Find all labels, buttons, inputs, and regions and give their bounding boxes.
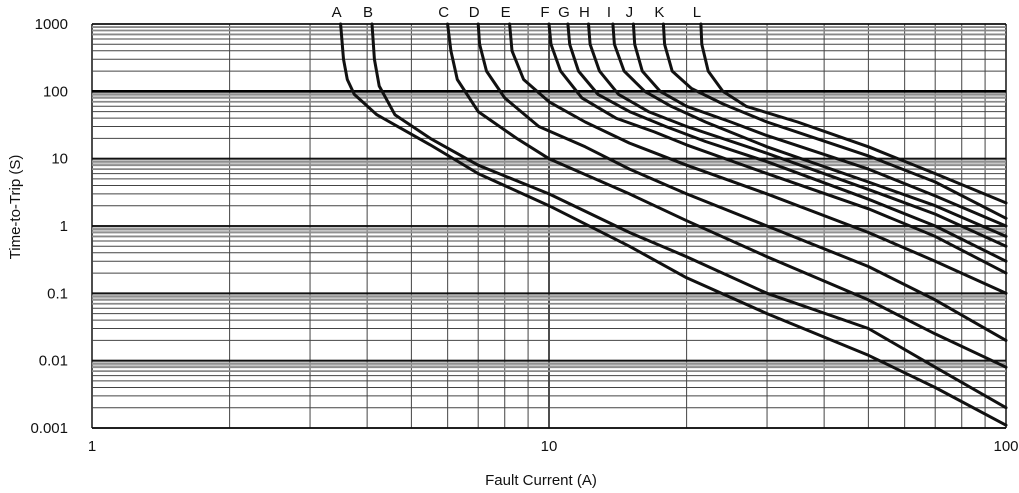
x-tick-label: 10 bbox=[541, 438, 558, 455]
y-tick-labels: 0.001 0.01 0.1 1 10 100 1000 bbox=[30, 16, 68, 437]
decade-band bbox=[92, 159, 1006, 166]
y-tick-label: 1000 bbox=[35, 16, 68, 33]
y-tick-label: 10 bbox=[51, 151, 68, 168]
trip-curve-j bbox=[631, 22, 1008, 228]
x-tick-labels: 1 10 100 bbox=[88, 438, 1019, 455]
curve-label-e: E bbox=[501, 4, 511, 21]
curve-label-l: L bbox=[693, 4, 701, 21]
trip-curve-k bbox=[661, 22, 1008, 220]
trip-curve-e bbox=[508, 22, 1008, 295]
y-tick-label: 1 bbox=[60, 218, 68, 235]
y-tick-label: 0.001 bbox=[30, 420, 68, 437]
curve-label-i: I bbox=[607, 4, 611, 21]
trip-curve-c bbox=[446, 22, 1008, 369]
curve-label-g: G bbox=[558, 4, 570, 21]
decade-band bbox=[92, 227, 1006, 233]
trip-curve-b bbox=[370, 22, 1008, 410]
chart-grid bbox=[91, 23, 1007, 429]
trip-curve-h bbox=[587, 22, 1008, 248]
trip-curve-i bbox=[611, 22, 1008, 238]
trip-curves bbox=[339, 22, 1008, 427]
y-tick-label: 100 bbox=[43, 83, 68, 100]
trip-curve-d bbox=[476, 22, 1008, 342]
curve-label-b: B bbox=[363, 4, 373, 21]
decade-band bbox=[92, 294, 1006, 301]
curve-label-a: A bbox=[332, 4, 342, 21]
decade-band bbox=[92, 361, 1006, 368]
x-axis-title: Fault Current (A) bbox=[485, 472, 597, 489]
x-tick-label: 100 bbox=[993, 438, 1018, 455]
trip-curve-f bbox=[547, 22, 1008, 275]
trip-curve-a bbox=[339, 22, 1008, 427]
curve-label-f: F bbox=[540, 4, 549, 21]
trip-curve-g bbox=[566, 22, 1008, 263]
curve-label-k: K bbox=[654, 4, 664, 21]
y-tick-label: 0.1 bbox=[47, 285, 68, 302]
curve-label-c: C bbox=[438, 4, 449, 21]
curve-label-h: H bbox=[579, 4, 590, 21]
curve-label-j: J bbox=[626, 4, 634, 21]
y-tick-label: 0.01 bbox=[39, 353, 68, 370]
y-axis-title: Time-to-Trip (S) bbox=[7, 155, 24, 260]
trip-curve-l bbox=[699, 22, 1008, 205]
decade-band bbox=[92, 92, 1006, 99]
curve-label-d: D bbox=[469, 4, 480, 21]
x-tick-label: 1 bbox=[88, 438, 96, 455]
